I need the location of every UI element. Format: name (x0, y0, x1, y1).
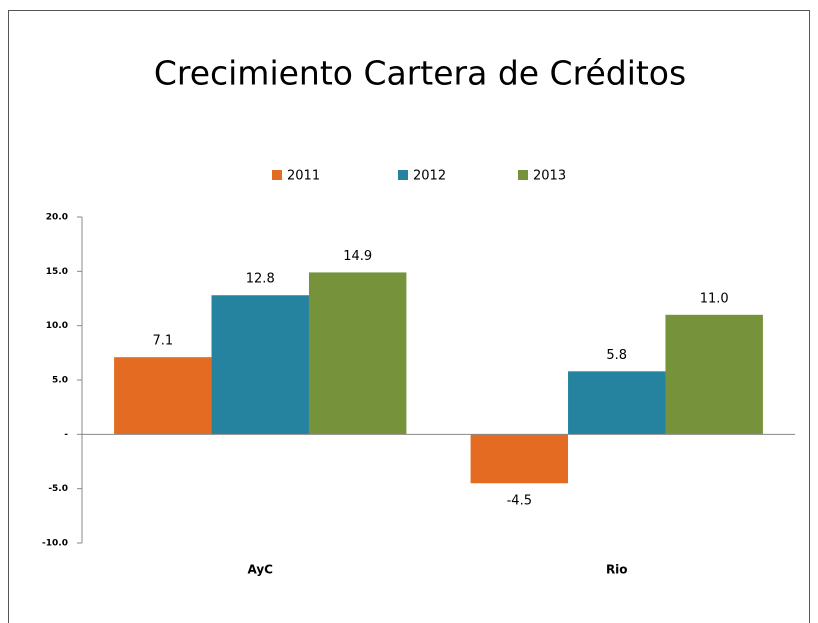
y-tick-label: 20.0 (46, 213, 68, 223)
legend-label: 2012 (413, 169, 446, 184)
data-label: 14.9 (343, 249, 372, 264)
bar (308, 272, 407, 435)
legend-label: 2013 (533, 169, 566, 184)
bar (665, 314, 763, 435)
data-label: 12.8 (246, 272, 275, 287)
chart-title: Crecimiento Cartera de Créditos (154, 54, 686, 93)
bar (211, 295, 309, 435)
legend-swatch (272, 170, 282, 180)
data-label: 7.1 (152, 334, 173, 349)
x-tick-label: AyC (248, 563, 274, 577)
legend-swatch (398, 170, 408, 180)
bar (568, 371, 666, 435)
legend-swatch (518, 170, 528, 180)
y-tick-label: 5.0 (52, 376, 68, 386)
bar (470, 434, 569, 484)
x-tick-label: Rio (606, 563, 628, 577)
y-tick-label: 15.0 (46, 267, 68, 277)
y-tick-label: 10.0 (46, 321, 68, 331)
legend-label: 2011 (287, 169, 320, 184)
y-tick-label: -5.0 (48, 484, 68, 494)
data-label: 11.0 (700, 291, 729, 306)
bar (114, 357, 212, 435)
data-label: 5.8 (606, 348, 627, 363)
data-label: -4.5 (507, 494, 532, 509)
y-tick-label: - (64, 430, 68, 440)
y-tick-label: -10.0 (42, 539, 68, 549)
